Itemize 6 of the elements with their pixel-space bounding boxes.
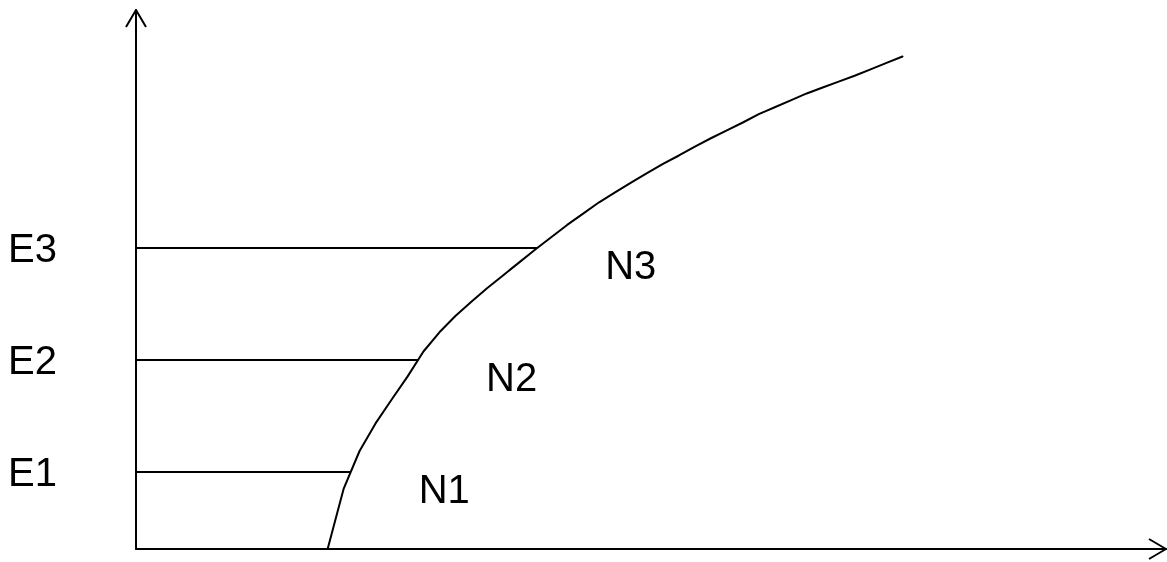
annotation: N1 xyxy=(418,467,470,512)
annotation: N2 xyxy=(486,354,538,399)
annotation: N3 xyxy=(605,243,657,288)
ref-line-label: E1 xyxy=(8,450,57,495)
ref-line-label: E2 xyxy=(8,337,57,382)
ref-line-label: E3 xyxy=(8,226,57,271)
